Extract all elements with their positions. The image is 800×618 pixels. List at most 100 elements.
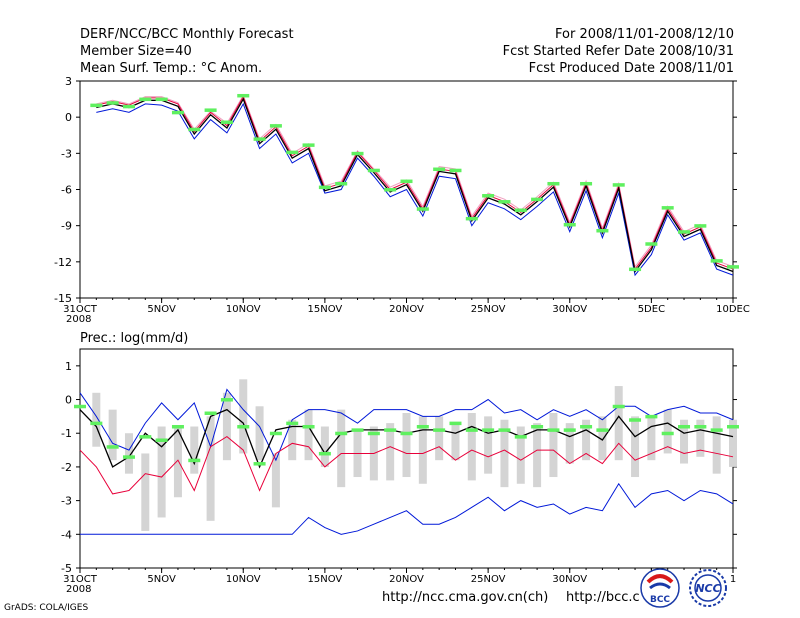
y-tick-label: -12 bbox=[54, 256, 72, 269]
observed-marker bbox=[727, 424, 739, 429]
observed-marker bbox=[384, 428, 397, 432]
x-tick-label: 1 bbox=[730, 574, 736, 585]
observed-marker bbox=[106, 445, 119, 449]
x-tick-label: 30NOV bbox=[552, 574, 587, 585]
bcc-url-link[interactable]: http://bcc.c bbox=[566, 590, 640, 605]
observed-marker bbox=[514, 435, 527, 439]
x-tick-label: 31OCT bbox=[63, 304, 98, 315]
observed-marker bbox=[498, 200, 511, 204]
spread-box bbox=[598, 416, 607, 461]
spread-box bbox=[565, 423, 574, 464]
observed-marker bbox=[596, 228, 609, 233]
observed-marker bbox=[171, 424, 184, 429]
y-tick-label: -9 bbox=[61, 220, 72, 233]
observed-marker bbox=[547, 181, 560, 186]
observed-marker bbox=[237, 424, 250, 429]
spread-box bbox=[500, 419, 509, 488]
spread-box bbox=[206, 416, 215, 521]
observed-marker bbox=[661, 206, 674, 210]
observed-marker bbox=[351, 151, 364, 156]
y-tick-label: 0 bbox=[65, 394, 72, 407]
spread-box bbox=[582, 419, 591, 461]
observed-marker bbox=[629, 418, 642, 422]
observed-marker bbox=[465, 428, 478, 432]
observed-marker bbox=[139, 435, 152, 439]
observed-marker bbox=[302, 424, 315, 429]
header-right: For 2008/11/01-2008/12/10 Fcst Started R… bbox=[503, 26, 734, 77]
observed-marker bbox=[318, 185, 331, 190]
spread-box bbox=[467, 413, 476, 481]
x-tick-label: 25NOV bbox=[471, 574, 506, 585]
header-left: DERF/NCC/BCC Monthly Forecast Member Siz… bbox=[80, 26, 294, 77]
spread-box bbox=[386, 423, 395, 481]
observed-marker bbox=[351, 428, 364, 432]
observed-marker bbox=[449, 168, 462, 173]
observed-marker bbox=[171, 110, 184, 115]
spread-box bbox=[696, 419, 705, 457]
x-tick-label: 5NOV bbox=[147, 304, 176, 315]
temp-panel-title: Mean Surf. Temp.: °C Anom. bbox=[80, 61, 263, 76]
observed-marker bbox=[155, 97, 168, 102]
series-red-line bbox=[79, 435, 734, 495]
observed-marker bbox=[302, 143, 315, 147]
observed-marker bbox=[482, 428, 495, 432]
spread-box bbox=[173, 426, 182, 498]
spread-box bbox=[614, 386, 623, 461]
observed-marker bbox=[90, 421, 103, 426]
observed-marker bbox=[106, 101, 119, 105]
observed-marker bbox=[531, 424, 544, 429]
series-blue_lower-line bbox=[80, 482, 734, 535]
spread-box bbox=[141, 453, 150, 531]
spread-box bbox=[190, 426, 199, 474]
observed-marker bbox=[335, 431, 348, 436]
observed-marker bbox=[710, 259, 723, 263]
observed-marker bbox=[645, 242, 658, 246]
forecast-period: For 2008/11/01-2008/12/10 bbox=[555, 27, 734, 42]
observed-marker bbox=[514, 208, 527, 212]
observed-marker bbox=[580, 181, 593, 186]
observed-marker bbox=[384, 188, 397, 192]
observed-marker bbox=[367, 168, 380, 173]
ncc-url-link[interactable]: http://ncc.cma.gov.cn(ch) bbox=[382, 590, 549, 605]
observed-marker bbox=[286, 421, 299, 426]
observed-marker bbox=[629, 267, 642, 272]
observed-marker bbox=[253, 462, 266, 466]
x-tick-label: 5DEC bbox=[638, 304, 665, 315]
spread-box bbox=[484, 416, 493, 474]
spread-box bbox=[92, 392, 101, 447]
spread-box bbox=[647, 416, 656, 461]
y-tick-label: 1 bbox=[65, 360, 72, 373]
spread-box bbox=[663, 409, 672, 454]
x-tick-label: 20NOV bbox=[389, 304, 424, 315]
observed-marker bbox=[465, 216, 478, 221]
spread-box bbox=[320, 426, 329, 467]
spread-box bbox=[108, 409, 117, 461]
bcc-logo: BCC bbox=[640, 568, 680, 608]
observed-marker bbox=[367, 431, 380, 436]
observed-marker bbox=[237, 93, 250, 98]
observed-marker bbox=[727, 265, 739, 269]
grads-credit: GrADS: COLA/IGES bbox=[4, 603, 89, 613]
y-tick-label: 0 bbox=[65, 111, 72, 124]
chart-title: DERF/NCC/BCC Monthly Forecast bbox=[80, 27, 294, 42]
spread-box bbox=[712, 416, 721, 474]
observed-marker bbox=[253, 137, 266, 141]
observed-marker bbox=[498, 428, 511, 432]
observed-marker bbox=[531, 197, 544, 202]
y-tick-label: 3 bbox=[65, 75, 72, 88]
spread-box bbox=[157, 426, 166, 518]
spread-box bbox=[549, 413, 558, 478]
observed-marker bbox=[335, 181, 348, 186]
spread-box bbox=[533, 423, 542, 488]
observed-marker bbox=[678, 230, 691, 234]
observed-marker bbox=[90, 103, 103, 108]
x-tick-label: 31OCT bbox=[63, 574, 98, 585]
observed-marker bbox=[710, 428, 723, 432]
x-tick-label: 15NOV bbox=[308, 574, 343, 585]
observed-marker bbox=[204, 108, 217, 112]
y-tick-label: -3 bbox=[61, 147, 72, 160]
spread-box bbox=[680, 419, 689, 464]
observed-marker bbox=[563, 428, 576, 432]
